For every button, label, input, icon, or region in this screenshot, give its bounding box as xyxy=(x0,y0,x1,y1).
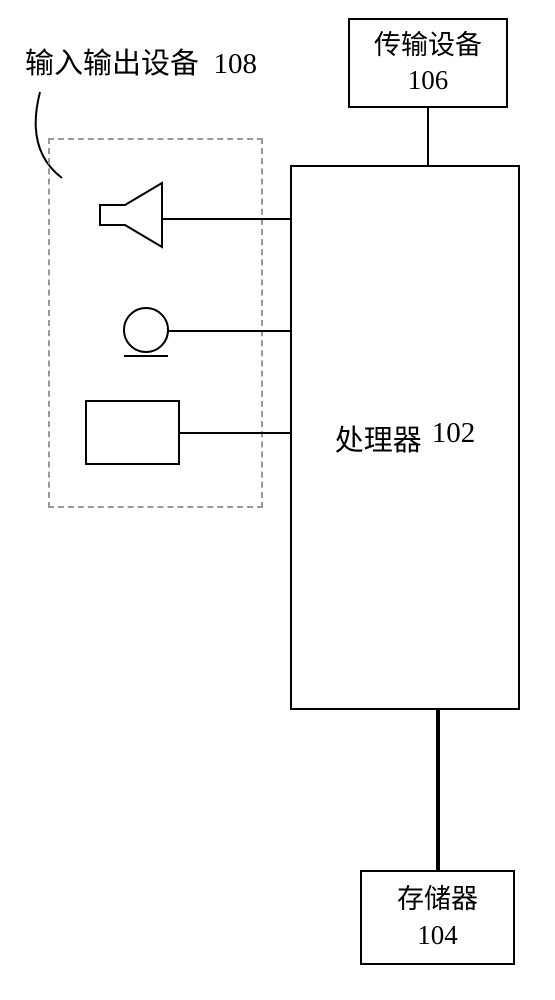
speaker-stem xyxy=(162,218,290,220)
speaker-icon xyxy=(90,175,180,265)
microphone-icon xyxy=(110,300,190,370)
display-stem xyxy=(180,432,290,434)
display-icon xyxy=(85,400,180,465)
transmission-box: 传输设备 106 xyxy=(348,18,508,108)
memory-number: 104 xyxy=(417,918,458,953)
memory-box: 存储器 104 xyxy=(360,870,515,965)
conn-trans-proc xyxy=(427,108,429,165)
processor-box: 处理器 102 xyxy=(290,165,520,710)
diagram-canvas: 输入输出设备 108 传输设备 106 处理器 102 存储器 104 xyxy=(0,0,555,1000)
conn-proc-mem xyxy=(436,710,440,870)
memory-label: 存储器 xyxy=(397,882,478,917)
processor-number: 102 xyxy=(432,417,476,459)
transmission-label: 传输设备 xyxy=(374,28,482,63)
processor-label: 处理器 xyxy=(335,417,422,459)
mic-stem xyxy=(168,330,290,332)
transmission-number: 106 xyxy=(408,63,449,98)
